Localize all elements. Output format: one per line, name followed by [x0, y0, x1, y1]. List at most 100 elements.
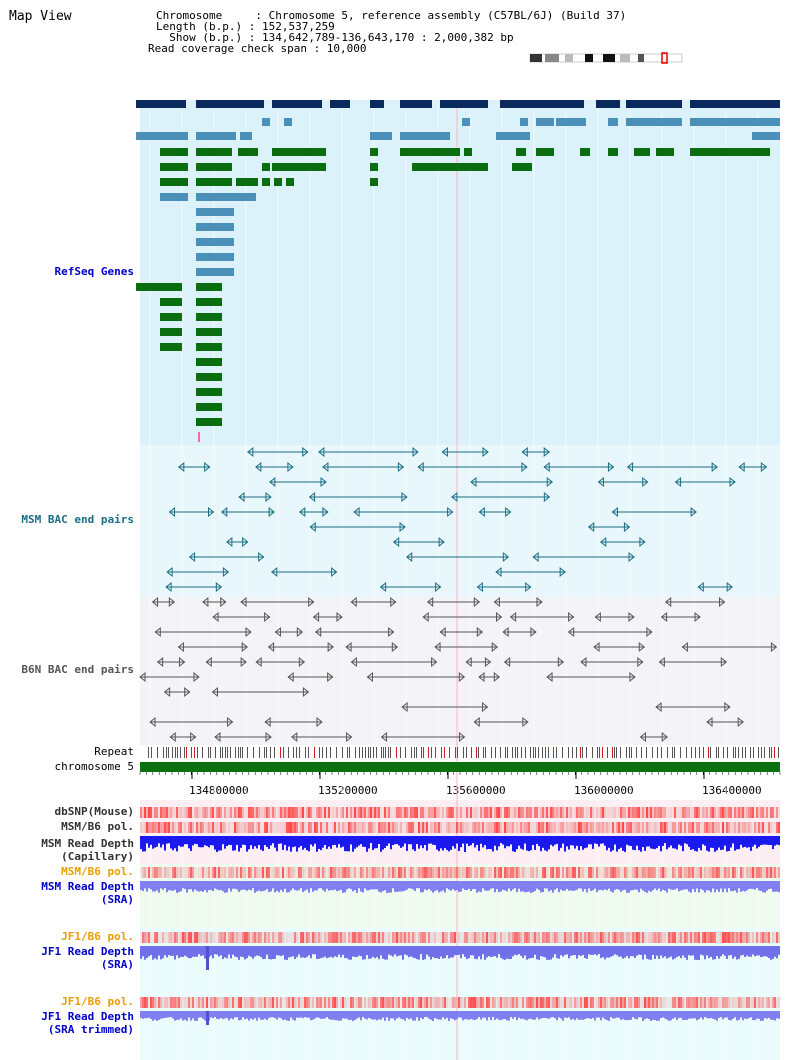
heatmap-cell: [650, 822, 652, 833]
heatmap-cell: [180, 932, 182, 943]
depth-bar: [528, 946, 530, 959]
heatmap-cell: [416, 997, 418, 1008]
heatmap-cell: [570, 807, 572, 818]
b6n-bac-glyphs[interactable]: [139, 596, 778, 743]
heatmap-cell: [302, 822, 304, 833]
depth-bar: [534, 881, 536, 892]
depth-bar: [716, 881, 718, 890]
depth-bar: [276, 946, 278, 956]
heatmap-cell: [178, 997, 180, 1008]
gene-strand-arrow: [496, 132, 501, 140]
depth-bar: [202, 881, 204, 892]
depth-bar: [142, 836, 144, 852]
heatmap-cell: [598, 932, 600, 943]
heatmap-cell: [612, 807, 614, 818]
bac-end-marker: [227, 716, 234, 728]
depth-bar: [344, 881, 346, 893]
heatmap-cell: [170, 932, 172, 943]
heatmap-cell: [714, 867, 716, 878]
depth-bar: [668, 1011, 670, 1021]
heatmap-cell: [212, 997, 214, 1008]
gene-strand-arrow: [196, 178, 201, 186]
heatmap-cell: [348, 822, 350, 833]
depth-bar: [192, 881, 194, 892]
heatmap-cell: [400, 932, 402, 943]
depth-bar: [446, 836, 448, 850]
bac-end-marker: [729, 476, 736, 488]
depth-bar: [312, 1011, 314, 1020]
depth-bar: [482, 881, 484, 889]
depth-bar: [734, 946, 736, 957]
msm-bac-glyphs[interactable]: [165, 446, 768, 593]
bac-end-marker: [451, 491, 458, 503]
heatmap-cell: [670, 997, 672, 1008]
heatmap-cell: [708, 932, 710, 943]
heatmap-cell: [620, 807, 622, 818]
gene-feature: [196, 238, 234, 246]
heatmap-cell: [670, 867, 672, 878]
depth-bar: [418, 881, 420, 889]
bac-end-marker: [238, 491, 245, 503]
repeat-element: [202, 747, 203, 758]
heatmap-cell: [396, 932, 398, 943]
heatmap-cell: [278, 867, 280, 878]
heatmap-cell: [484, 932, 486, 943]
heatmap-cell: [368, 932, 370, 943]
depth-bar: [170, 1011, 172, 1018]
heatmap-cell: [450, 997, 452, 1008]
depth-bar: [260, 836, 262, 850]
depth-bar: [768, 1011, 770, 1018]
heatmap-cell: [262, 822, 264, 833]
heatmap-cell: [244, 997, 246, 1008]
heatmap-cell: [226, 807, 228, 818]
heatmap-cell: [444, 822, 446, 833]
depth-bar: [722, 836, 724, 850]
refseq-gene-glyphs[interactable]: [136, 100, 780, 442]
heatmap-cell: [778, 867, 780, 878]
heatmap-cell: [204, 867, 206, 878]
heatmap-cell: [156, 932, 158, 943]
heatmap-cell: [152, 822, 154, 833]
heatmap-cell: [542, 997, 544, 1008]
depth-bar: [382, 946, 384, 959]
depth-bar: [392, 946, 394, 957]
heatmap-cell: [230, 932, 232, 943]
heatmap-cell: [744, 932, 746, 943]
heatmap-cell: [452, 932, 454, 943]
depth-bar: [306, 1011, 308, 1018]
heatmap-cell: [324, 822, 326, 833]
bac-end-marker: [380, 731, 388, 743]
bac-end-marker: [681, 641, 688, 653]
depth-bar: [626, 946, 628, 957]
depth-bar: [712, 881, 714, 889]
depth-bar: [368, 946, 370, 959]
heatmap-cell: [492, 932, 494, 943]
bac-end-marker: [481, 701, 489, 713]
chromosome-ideogram[interactable]: [529, 52, 683, 64]
depth-bar: [534, 1011, 536, 1020]
depth-bar: [690, 881, 692, 893]
depth-bar: [732, 836, 734, 844]
heatmap-cell: [254, 807, 256, 818]
bac-end-marker: [287, 671, 294, 683]
heatmap-cell: [400, 867, 402, 878]
heatmap-cell: [702, 807, 704, 818]
depth-bar: [212, 836, 214, 846]
depth-bar: [632, 946, 634, 957]
heatmap-cell: [582, 822, 584, 833]
heatmap-cell: [198, 867, 200, 878]
heatmap-cell: [246, 822, 248, 833]
heatmap-cell: [764, 932, 766, 943]
heatmap-cell: [214, 867, 216, 878]
depth-bar: [412, 946, 414, 958]
depth-bar: [648, 836, 650, 847]
bac-end-marker: [390, 596, 397, 608]
heatmap-cell: [330, 807, 332, 818]
heatmap-cell: [606, 867, 608, 878]
heatmap-cell: [604, 997, 606, 1008]
depth-bar: [284, 946, 286, 960]
gene-strand-arrow: [262, 118, 267, 126]
depth-bar: [538, 946, 540, 960]
heatmap-cell: [480, 807, 482, 818]
